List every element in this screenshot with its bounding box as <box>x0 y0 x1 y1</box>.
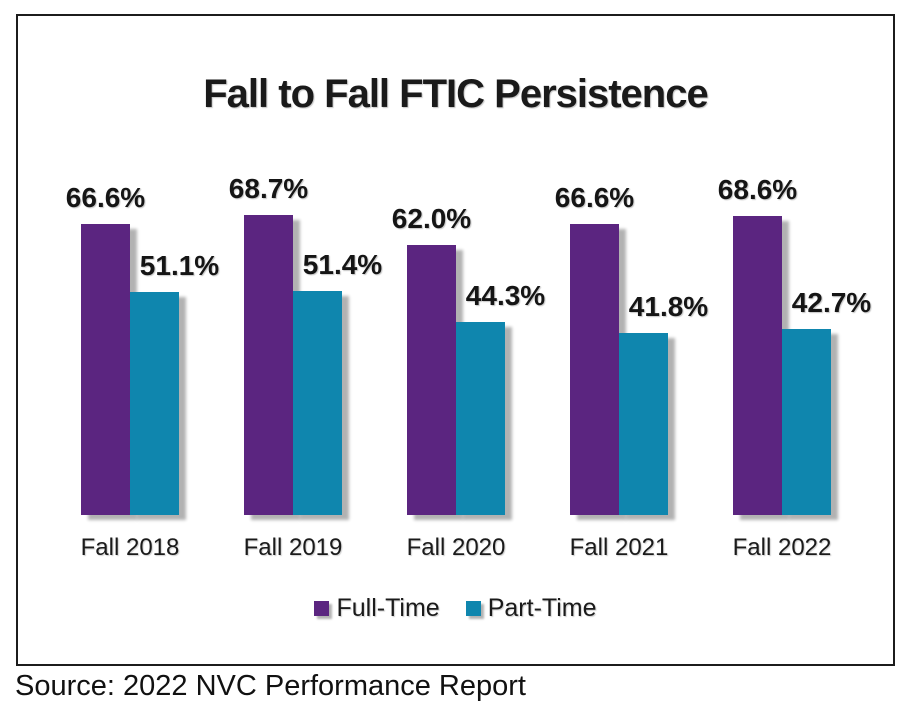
value-label-full-time-fall-2018: 66.6% <box>65 182 146 213</box>
plot-area: 66.6% 51.1% Fall 2018 68.7% 51.4% Fall 2019 62… <box>18 16 893 664</box>
bar-full-time-fall-2022 <box>733 216 782 515</box>
legend-swatch-full-time <box>314 601 330 616</box>
legend-swatch-part-time <box>465 601 481 616</box>
legend-label-full-time: Full-Time <box>336 594 440 622</box>
value-label-full-time-fall-2019: 68.7% <box>228 173 309 204</box>
legend-item-full-time: Full-Time <box>314 594 440 623</box>
legend-label-part-time: Part-Time <box>487 594 597 622</box>
bar-part-time-fall-2020 <box>456 322 505 515</box>
chart-title: Fall to Fall FTIC Persistence <box>203 72 708 116</box>
value-label-part-time-fall-2021: 41.8% <box>628 291 709 322</box>
bar-full-time-fall-2019 <box>244 215 293 515</box>
value-label-part-time-fall-2019: 51.4% <box>302 249 383 280</box>
bar-part-time-fall-2019 <box>293 291 342 515</box>
bar-full-time-fall-2021 <box>570 224 619 515</box>
category-label-fall-2018: Fall 2018 <box>80 534 180 561</box>
value-label-part-time-fall-2020: 44.3% <box>465 280 546 311</box>
bar-part-time-fall-2021 <box>619 333 668 515</box>
value-label-full-time-fall-2020: 62.0% <box>391 203 472 234</box>
value-label-full-time-fall-2022: 68.6% <box>717 174 798 205</box>
legend-item-part-time: Part-Time <box>465 594 597 623</box>
category-label-fall-2022: Fall 2022 <box>732 534 832 561</box>
category-label-fall-2019: Fall 2019 <box>243 534 343 561</box>
bar-part-time-fall-2022 <box>782 329 831 515</box>
chart-frame: Fall to Fall FTIC Persistence 66.6% 51.1%… <box>16 14 895 666</box>
bar-full-time-fall-2020 <box>407 245 456 515</box>
legend: Full-Time Part-Time <box>18 594 893 623</box>
value-label-part-time-fall-2022: 42.7% <box>791 287 872 318</box>
bar-full-time-fall-2018 <box>81 224 130 515</box>
category-label-fall-2020: Fall 2020 <box>406 534 506 561</box>
value-label-full-time-fall-2021: 66.6% <box>554 182 635 213</box>
value-label-part-time-fall-2018: 51.1% <box>139 250 220 281</box>
source-note: Source: 2022 NVC Performance Report <box>15 670 526 702</box>
bar-part-time-fall-2018 <box>130 292 179 515</box>
category-label-fall-2021: Fall 2021 <box>569 534 669 561</box>
